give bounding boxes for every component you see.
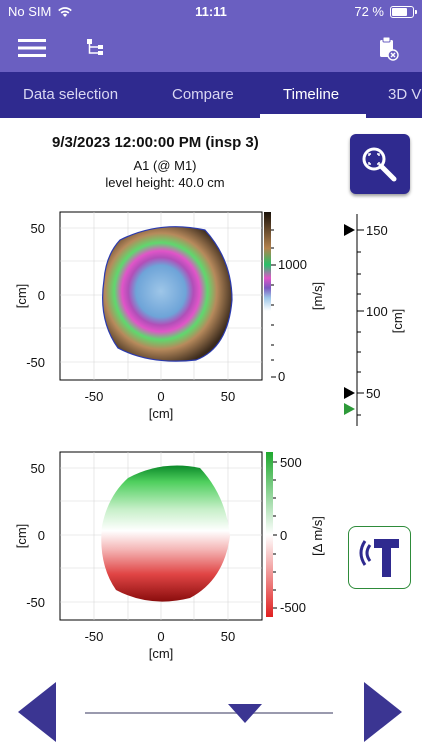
timeline-tick: 100	[366, 304, 388, 319]
zoom-button[interactable]	[350, 134, 410, 194]
velocity-colorbar	[264, 212, 271, 377]
top-colorbar-tick: 1000	[278, 257, 307, 272]
level-height-label: level height: 40.0 cm	[105, 175, 225, 190]
slider-thumb-down-icon[interactable]	[226, 702, 264, 724]
timeline-axis-label: [cm]	[390, 309, 405, 334]
bottom-colorbar-tick: 0	[280, 528, 287, 543]
bottom-colorbar-tick: 500	[280, 455, 302, 470]
timeline-slider-track[interactable]	[85, 712, 333, 714]
velocity-difference-disk	[101, 465, 230, 602]
difference-colorbar	[266, 452, 273, 617]
tab-bar: Data selection Compare Timeline 3D V	[0, 72, 422, 118]
top-y-tick: -50	[26, 355, 45, 370]
bottom-x-tick: -50	[85, 629, 104, 644]
timeline-tick: 150	[366, 223, 388, 238]
top-x-tick: -50	[85, 389, 104, 404]
sensor-tool-button[interactable]	[348, 526, 411, 589]
wireless-probe-icon	[359, 539, 399, 577]
bottom-x-label: [cm]	[149, 646, 174, 661]
velocity-difference-plot[interactable]: 50 0 -50 -50 0 50 [cm] [cm] 500 0 -500 […	[0, 440, 330, 665]
tab-data-selection[interactable]: Data selection	[23, 86, 119, 103]
top-y-label: [cm]	[14, 284, 29, 309]
top-y-tick: 0	[38, 288, 45, 303]
active-tab-indicator	[260, 114, 366, 118]
bottom-y-label: [cm]	[14, 524, 29, 549]
tab-3d-view[interactable]: 3D V	[388, 86, 422, 103]
hamburger-menu-icon[interactable]	[16, 32, 48, 64]
velocity-map-plot[interactable]: 50 0 -50 -50 0 50 [cm] [cm] 1000 0 [m/s]	[0, 200, 330, 425]
top-colorbar-label: [m/s]	[310, 282, 325, 310]
top-x-label: [cm]	[149, 406, 174, 421]
timeline-tick: 50	[366, 386, 380, 401]
top-x-tick: 50	[221, 389, 235, 404]
bottom-colorbar-label: [Δ m/s]	[310, 516, 325, 556]
bottom-y-tick: 0	[38, 528, 45, 543]
magnifier-zoom-icon	[362, 147, 397, 182]
battery-icon	[390, 5, 417, 18]
timeline-marker-50[interactable]	[344, 387, 355, 399]
hierarchy-tree-icon[interactable]	[80, 32, 112, 64]
tab-timeline[interactable]: Timeline	[283, 86, 340, 103]
top-y-tick: 50	[31, 221, 45, 236]
clipboard-delete-icon[interactable]	[372, 32, 404, 64]
bottom-x-tick: 50	[221, 629, 235, 644]
timeline-axis[interactable]: 150 100 50 [cm]	[338, 210, 422, 432]
location-label: A1 (@ M1)	[133, 158, 197, 173]
timeline-level-marker[interactable]	[344, 403, 355, 415]
timeline-marker-150[interactable]	[344, 224, 355, 236]
next-arrow-icon[interactable]	[362, 680, 404, 744]
previous-arrow-icon[interactable]	[16, 680, 58, 744]
battery-percent: 72 %	[354, 4, 384, 19]
clock: 11:11	[195, 4, 227, 19]
top-colorbar-tick: 0	[278, 369, 285, 384]
inspection-title: 9/3/2023 12:00:00 PM (insp 3)	[52, 134, 259, 151]
bottom-y-tick: 50	[31, 461, 45, 476]
velocity-map-disk	[102, 226, 233, 362]
bottom-y-tick: -50	[26, 595, 45, 610]
top-x-tick: 0	[157, 389, 164, 404]
status-bar: No SIM 11:11 72 %	[0, 0, 422, 24]
tab-compare[interactable]: Compare	[172, 86, 234, 103]
toolbar	[0, 24, 422, 72]
bottom-x-tick: 0	[157, 629, 164, 644]
carrier-label: No SIM	[8, 4, 52, 19]
bottom-colorbar-tick: -500	[280, 600, 306, 615]
wifi-icon	[58, 6, 73, 17]
